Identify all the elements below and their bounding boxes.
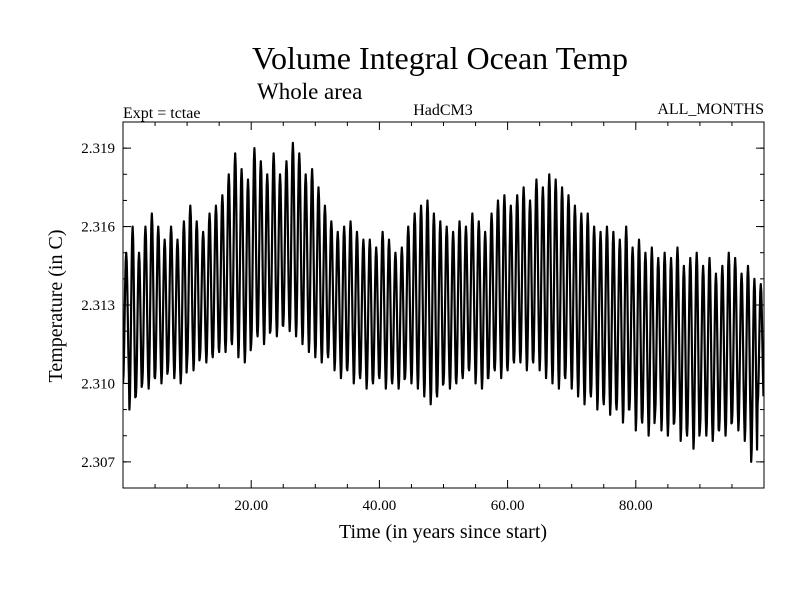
y-tick-label: 2.319 xyxy=(81,141,115,157)
model-label: HadCM3 xyxy=(413,102,473,119)
x-tick-label: 20.00 xyxy=(234,498,268,514)
x-axis-ticks: 20.00 40.00 60.00 80.00 xyxy=(154,122,733,514)
y-tick-label: 2.316 xyxy=(81,220,115,236)
y-axis-ticks: 2.307 2.310 2.313 2.316 2.319 xyxy=(81,121,764,489)
plot-content xyxy=(123,141,764,463)
y-axis-title: Temperature (in C) xyxy=(45,230,67,383)
x-tick-label: 40.00 xyxy=(363,498,397,514)
y-tick-label: 2.313 xyxy=(81,298,115,314)
plot-frame xyxy=(122,121,765,489)
chart-title: Volume Integral Ocean Temp xyxy=(252,40,628,76)
y-tick-label: 2.310 xyxy=(81,376,115,392)
experiment-label: Expt = tctae xyxy=(123,105,200,122)
y-tick-label: 2.307 xyxy=(81,455,115,471)
x-tick-label: 60.00 xyxy=(491,498,525,514)
x-tick-label: 80.00 xyxy=(619,498,653,514)
x-axis-title: Time (in years since start) xyxy=(339,521,547,543)
temperature-series-line-0 xyxy=(123,141,764,463)
chart-subtitle: Whole area xyxy=(257,79,362,104)
months-label: ALL_MONTHS xyxy=(657,101,764,118)
